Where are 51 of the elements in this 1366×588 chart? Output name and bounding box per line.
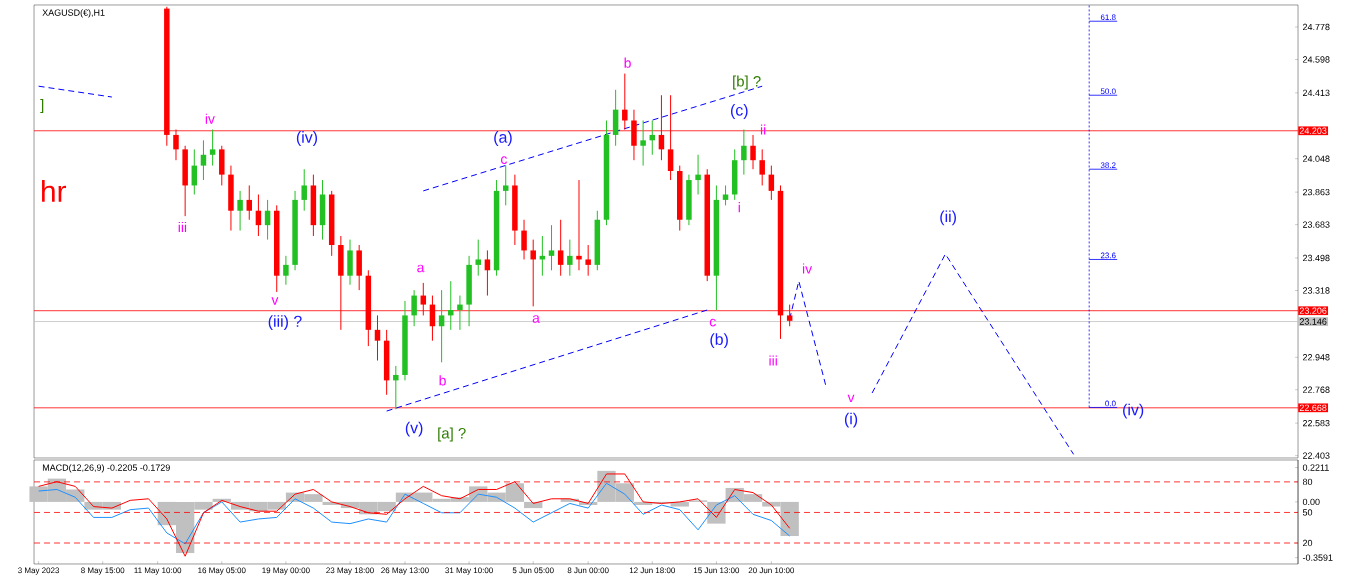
y-tick-label: 24.413: [1302, 89, 1330, 97]
ref-line-label: 24.203: [1299, 127, 1327, 134]
annotation: [a] ?: [438, 427, 466, 442]
annotation: (i): [844, 412, 858, 428]
ref-line-label: 22.668: [1299, 404, 1327, 411]
annotation: (v): [405, 421, 423, 437]
annotation: iv: [205, 113, 215, 124]
annotation: (b): [710, 333, 728, 349]
annotation: v: [271, 297, 279, 305]
annotation: iii: [178, 221, 187, 233]
annotation: (iv): [296, 131, 318, 146]
ref-line-label: 23.146: [1299, 318, 1327, 325]
y-tick-label: -0.3591: [1302, 554, 1333, 561]
annotation: (c): [730, 104, 748, 119]
y-tick-label: 24.048: [1302, 155, 1330, 162]
annotation: ii: [760, 124, 766, 135]
y2-tick-label: 50: [1302, 509, 1313, 516]
y-tick-label: 22.948: [1302, 354, 1330, 361]
y-tick-label: 24.778: [1302, 23, 1330, 31]
annotation: (ii): [940, 210, 956, 226]
annotation: b: [439, 375, 446, 386]
y-tick-label: 23.498: [1302, 254, 1330, 262]
y-tick-label: 23.318: [1302, 287, 1330, 294]
annotation: (a): [494, 131, 512, 146]
y-tick-label: 22.768: [1302, 386, 1330, 393]
annotation: v: [847, 394, 855, 403]
annotation: iii: [769, 355, 777, 366]
annotation: hr: [42, 180, 67, 202]
annotation: ]: [40, 99, 44, 114]
annotation: [b] ?: [733, 75, 761, 90]
annotation: a: [532, 315, 540, 323]
y-tick-label: 24.598: [1302, 56, 1330, 63]
annotation: b: [624, 57, 631, 68]
annotation: c: [709, 318, 716, 327]
y-tick-label: 0.2211: [1302, 464, 1329, 471]
annotation: (iv): [1123, 403, 1144, 419]
y2-tick-label: 20: [1302, 539, 1313, 547]
y-tick-label: 0.00: [1302, 498, 1320, 506]
ref-line-label: 23.206: [1299, 307, 1327, 314]
chart-title: MACD(12,26,9) -0.2205 -0.1729: [42, 464, 170, 473]
y-tick-label: 23.863: [1302, 188, 1330, 196]
y2-tick-label: 80: [1302, 478, 1313, 486]
annotation: a: [417, 264, 425, 273]
y-tick-label: 22.403: [1302, 452, 1330, 459]
annotation: c: [501, 156, 508, 165]
y-tick-label: 22.583: [1302, 419, 1330, 427]
annotation: i: [738, 202, 740, 213]
annotation: (iii) ?: [268, 315, 302, 331]
annotation: iv: [802, 263, 813, 274]
chart-title: XAGUSD(€),H1: [42, 9, 105, 18]
y-tick-label: 23.683: [1302, 221, 1330, 228]
